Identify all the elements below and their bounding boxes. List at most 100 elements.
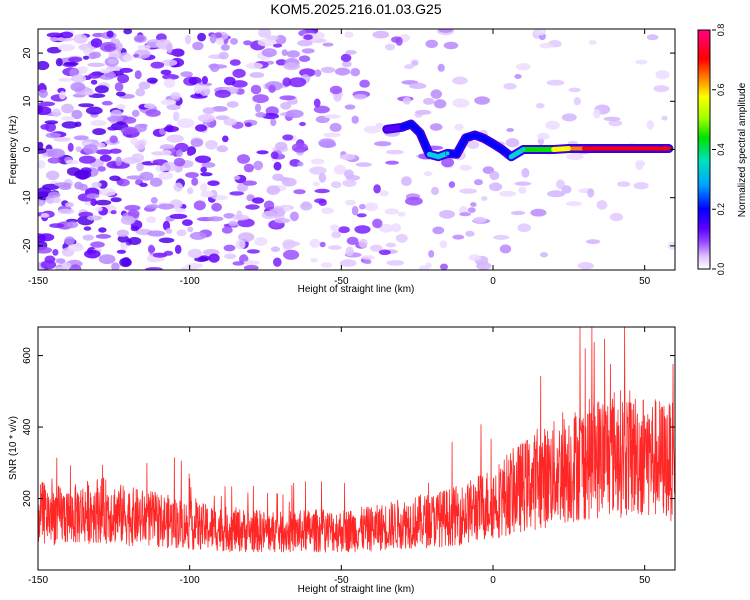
noise-blob	[254, 103, 262, 113]
noise-blob	[114, 82, 124, 92]
noise-blob	[262, 113, 279, 120]
noise-blob	[175, 149, 183, 157]
noise-blob	[136, 162, 144, 172]
noise-blob	[567, 140, 579, 145]
noise-blob	[585, 239, 601, 245]
noise-blob	[633, 182, 649, 190]
noise-blob	[283, 249, 300, 260]
noise-blob	[270, 151, 279, 160]
noise-blob	[250, 84, 262, 95]
noise-blob	[49, 223, 65, 229]
noise-blob	[90, 38, 103, 48]
noise-blob	[201, 76, 208, 85]
noise-blob	[314, 188, 330, 194]
noise-blob	[38, 160, 46, 169]
noise-blob	[235, 239, 246, 250]
noise-blob	[395, 233, 408, 243]
noise-blob	[78, 103, 94, 108]
spectrogram-x-axis-label: Height of straight line (km)	[298, 284, 415, 295]
noise-blob	[238, 232, 255, 242]
y-tick-label: 600	[22, 347, 33, 364]
noise-blob	[123, 29, 133, 35]
x-tick-label: -150	[28, 276, 48, 287]
noise-blob	[116, 249, 127, 254]
noise-blob	[334, 67, 351, 76]
noise-blob	[514, 181, 532, 186]
noise-blob	[309, 166, 327, 175]
noise-blob	[84, 249, 101, 259]
noise-blob	[378, 249, 391, 256]
noise-blob	[309, 238, 321, 248]
noise-blob	[38, 89, 48, 98]
noise-blob	[55, 266, 67, 270]
noise-blob	[405, 196, 423, 206]
x-tick-label: 50	[639, 575, 651, 586]
noise-blob	[200, 191, 215, 198]
noise-blob	[429, 123, 443, 131]
noise-blob	[587, 188, 595, 198]
noise-blob	[452, 76, 468, 85]
ridge-point	[500, 147, 505, 152]
x-tick-label: -50	[334, 276, 349, 287]
noise-blob	[333, 164, 347, 175]
noise-blob	[218, 51, 229, 60]
noise-blob	[474, 179, 483, 186]
spectrogram-signal-ridge	[382, 119, 674, 162]
noise-blob	[116, 229, 129, 237]
noise-blob	[440, 263, 448, 270]
noise-blob	[303, 34, 313, 40]
noise-blob	[252, 94, 269, 104]
noise-blob	[237, 218, 255, 228]
noise-blob	[345, 50, 357, 55]
noise-blob	[330, 181, 342, 189]
noise-blob	[146, 216, 157, 223]
noise-blob	[289, 211, 299, 222]
noise-blob	[158, 203, 175, 210]
noise-blob	[340, 53, 352, 63]
noise-blob	[38, 106, 52, 116]
noise-blob	[268, 84, 276, 93]
noise-blob	[131, 109, 140, 117]
noise-blob	[646, 34, 659, 41]
noise-blob	[230, 38, 238, 45]
noise-blob	[286, 50, 300, 58]
noise-blob	[409, 82, 427, 89]
noise-blob	[384, 43, 395, 51]
noise-blob	[269, 207, 286, 217]
noise-blob	[244, 122, 252, 128]
noise-blob	[65, 159, 78, 165]
noise-blob	[165, 228, 173, 234]
spectrogram-x-ticks: -150 -100 -50 0 50	[28, 29, 651, 287]
noise-blob	[432, 226, 445, 235]
snr-x-ticks: -150 -100 -50 0 50	[28, 327, 651, 586]
ridge-point	[521, 147, 526, 152]
noise-blob	[465, 230, 475, 237]
noise-blob	[503, 83, 517, 90]
noise-blob	[364, 202, 379, 212]
noise-blob	[428, 250, 435, 258]
noise-blob	[143, 103, 156, 109]
noise-blob	[40, 213, 50, 218]
ridge-segment	[384, 124, 405, 132]
noise-blob	[189, 231, 207, 240]
noise-blob	[515, 63, 531, 71]
noise-blob	[109, 148, 122, 154]
noise-blob	[202, 107, 215, 115]
noise-blob	[242, 180, 257, 186]
noise-blob	[207, 180, 220, 186]
noise-blob	[196, 85, 210, 90]
noise-blob	[588, 40, 597, 45]
noise-blob	[288, 77, 307, 88]
noise-blob	[540, 252, 548, 258]
noise-blob	[517, 223, 531, 233]
noise-blob	[339, 259, 357, 267]
noise-blob	[339, 153, 356, 161]
noise-blob	[499, 190, 517, 197]
noise-blob	[166, 103, 181, 111]
noise-blob	[94, 199, 112, 206]
noise-blob	[146, 77, 158, 84]
spectrogram-noise-blobs	[38, 29, 675, 270]
noise-blob	[78, 155, 96, 164]
noise-blob	[216, 37, 224, 46]
noise-blob	[468, 254, 482, 261]
